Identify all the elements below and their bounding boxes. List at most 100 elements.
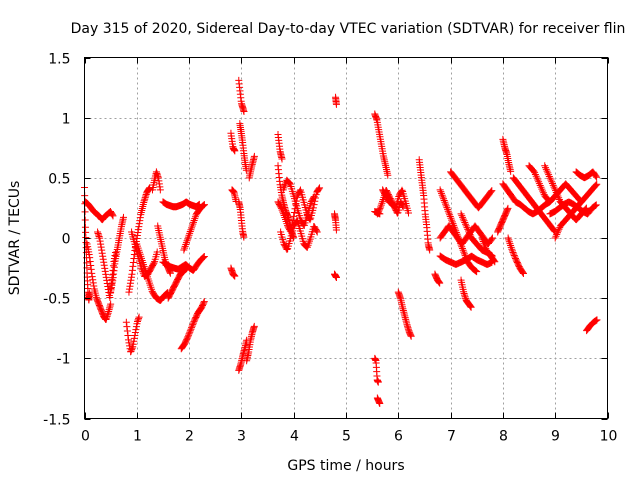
data-point [440, 195, 448, 203]
data-point [376, 205, 384, 213]
data-point [452, 227, 460, 235]
data-point [407, 332, 415, 340]
data-point [103, 312, 111, 320]
data-point [181, 244, 189, 252]
data-point [593, 180, 601, 188]
data-point [98, 246, 106, 254]
data-point [455, 236, 463, 244]
data-point [200, 299, 208, 307]
data-point [545, 172, 553, 180]
data-point [153, 248, 161, 256]
data-point [190, 216, 198, 224]
data-point [102, 273, 110, 281]
data-point [511, 253, 519, 261]
data-point [181, 242, 189, 250]
data-point [545, 171, 553, 179]
data-point [453, 230, 461, 238]
data-point [452, 229, 460, 237]
data-point [593, 316, 601, 324]
data-point [185, 330, 193, 338]
data-point [508, 245, 516, 253]
data-point [106, 304, 114, 312]
data-point [450, 221, 458, 229]
data-point [543, 167, 551, 175]
data-point [555, 196, 563, 204]
data-point [507, 243, 515, 251]
y-tick-label: 1.5 [48, 52, 70, 68]
data-point [97, 243, 105, 251]
data-point [462, 253, 470, 261]
data-point [106, 302, 114, 310]
data-point [103, 276, 111, 284]
data-point [332, 274, 340, 282]
data-point [240, 107, 248, 115]
data-point [591, 202, 599, 210]
data-point [186, 328, 194, 336]
data-point [189, 321, 197, 329]
data-point [309, 194, 317, 202]
data-point [278, 206, 286, 214]
data-point [375, 206, 383, 214]
data-point [456, 237, 464, 245]
data-point [460, 289, 468, 297]
data-point [542, 164, 550, 172]
data-point [510, 250, 518, 258]
data-point [437, 188, 445, 196]
data-point [132, 323, 140, 331]
x-tick-label: 1 [133, 429, 142, 445]
data-point [546, 174, 554, 182]
data-point [100, 258, 108, 266]
data-point [313, 227, 321, 235]
data-point [135, 315, 143, 323]
data-point [555, 194, 563, 202]
data-point [185, 331, 193, 339]
data-point [554, 192, 562, 200]
y-tick-label: 0.5 [48, 172, 70, 188]
data-point [440, 197, 448, 205]
data-point [240, 233, 248, 241]
data-point [86, 258, 94, 266]
data-point [551, 185, 559, 193]
data-point [182, 239, 190, 247]
data-point [541, 162, 549, 170]
data-point [592, 181, 600, 189]
data-point [436, 279, 444, 287]
data-point [182, 265, 190, 273]
data-point [186, 229, 194, 237]
data-point [96, 237, 104, 245]
data-point [441, 198, 449, 206]
data-point [100, 261, 108, 269]
data-point [134, 316, 142, 324]
data-point [460, 217, 468, 225]
data-point [313, 228, 321, 236]
data-point [290, 212, 298, 220]
data-point [277, 203, 285, 211]
data-point [111, 248, 119, 256]
data-point [592, 201, 600, 209]
data-point [109, 262, 117, 270]
data-point [507, 167, 515, 175]
data-point [478, 234, 486, 242]
data-point [550, 183, 558, 191]
data-point [461, 291, 469, 299]
data-point [488, 187, 496, 195]
chart-title: Day 315 of 2020, Sidereal Day-to-day VTE… [71, 21, 626, 37]
grid-lines [84, 57, 608, 419]
data-point [554, 227, 562, 235]
data-point [466, 302, 474, 310]
data-point [131, 329, 139, 337]
data-point [296, 187, 304, 195]
data-point [460, 288, 468, 296]
data-point [549, 181, 557, 189]
data-point [104, 309, 112, 317]
data-point [471, 267, 479, 275]
data-point [503, 206, 511, 214]
data-point [199, 254, 207, 262]
data-point [462, 222, 470, 230]
data-point [283, 245, 291, 253]
data-point [446, 213, 454, 221]
data-point [285, 178, 293, 186]
data-point [448, 216, 456, 224]
data-point [231, 147, 239, 155]
